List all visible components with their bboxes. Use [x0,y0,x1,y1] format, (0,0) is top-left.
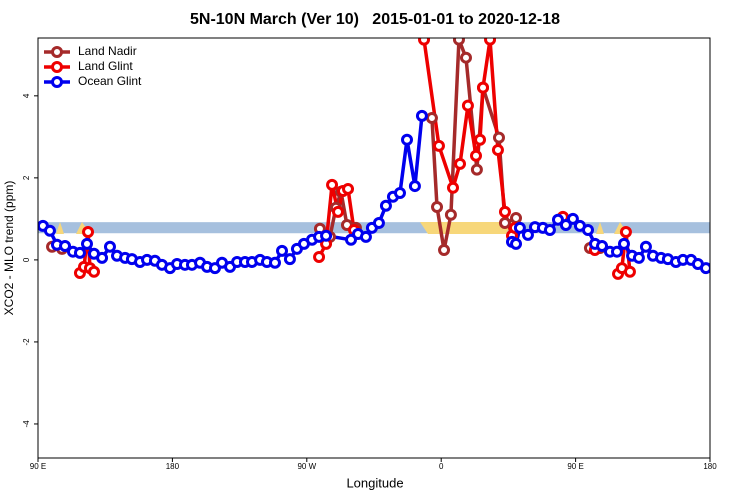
legend-marker [51,61,63,73]
point-marker [617,237,630,250]
chart-title: 5N-10N March (Ver 10) 2015-01-01 to 2020… [190,11,560,28]
x-tick-label: 90 E [567,462,583,471]
point-marker [498,216,511,229]
point-marker [632,251,645,264]
point-marker [454,157,467,170]
point-marker [425,111,438,124]
point-marker [82,226,95,239]
point-marker [581,223,594,236]
point-marker [88,265,100,278]
point-marker [477,81,490,94]
point-marker [96,251,109,264]
point-marker [566,212,579,225]
x-axis-label: Longitude [346,475,403,490]
legend-label: Ocean Glint [78,74,142,88]
point-marker [59,239,72,252]
point-marker [268,256,281,269]
gap-shade [420,222,512,234]
gap-shade [596,222,604,234]
point-marker [521,228,534,241]
point-marker [444,208,457,221]
point-marker [510,237,523,250]
point-marker [551,213,564,226]
point-marker [639,240,652,253]
x-tick-label: 0 [439,462,444,471]
point-marker [559,219,572,232]
point-marker [408,180,421,193]
legend-marker [51,76,63,88]
x-tick-label: 90 E [30,462,46,471]
point-marker [446,181,459,194]
y-tick-label: 2 [22,175,31,180]
legend-label: Land Glint [78,59,133,73]
point-marker [513,221,526,234]
legend-marker [51,46,63,58]
point-marker [313,251,326,264]
point-marker [459,51,472,64]
point-marker [359,230,372,243]
point-marker [379,199,392,212]
y-tick-label: -4 [22,420,31,428]
point-marker [276,244,289,257]
point-marker [610,245,623,258]
point-marker [484,38,497,46]
point-marker [438,244,451,257]
gap-shade [56,222,64,234]
point-marker [491,143,504,156]
point-marker [470,163,483,176]
point-marker [432,139,445,152]
point-marker [401,133,414,146]
x-tick-label: 180 [166,462,180,471]
y-tick-label: 0 [22,257,31,262]
point-marker [543,223,556,236]
point-marker [418,38,431,46]
point-marker [103,240,116,253]
plot-frame [37,37,711,459]
plot-layer [38,38,710,280]
point-marker [80,237,93,250]
point-marker [596,239,609,252]
point-marker [452,38,465,46]
point-marker [699,262,710,275]
point-marker [415,109,428,122]
x-tick-label: 180 [703,462,717,471]
x-tick-label: 90 W [297,462,316,471]
point-marker [326,178,339,191]
point-marker [332,205,345,218]
point-marker [393,187,406,200]
point-marker [510,212,523,225]
point-marker [342,182,355,195]
point-marker [492,131,505,144]
point-marker [619,226,632,239]
point-marker [43,224,56,237]
point-marker [461,99,474,112]
legend-label: Land Nadir [78,44,137,58]
point-marker [431,200,444,213]
point-marker [498,205,511,218]
point-marker [372,216,385,229]
y-axis-label: XCO2 - MLO trend (ppm) [2,181,16,316]
y-tick-label: 4 [22,93,31,98]
point-marker [320,229,333,242]
point-marker [474,133,487,146]
point-marker [469,149,482,162]
point-marker [623,265,636,278]
y-tick-label: -2 [22,338,31,346]
point-marker [283,253,296,266]
point-marker [73,246,86,259]
